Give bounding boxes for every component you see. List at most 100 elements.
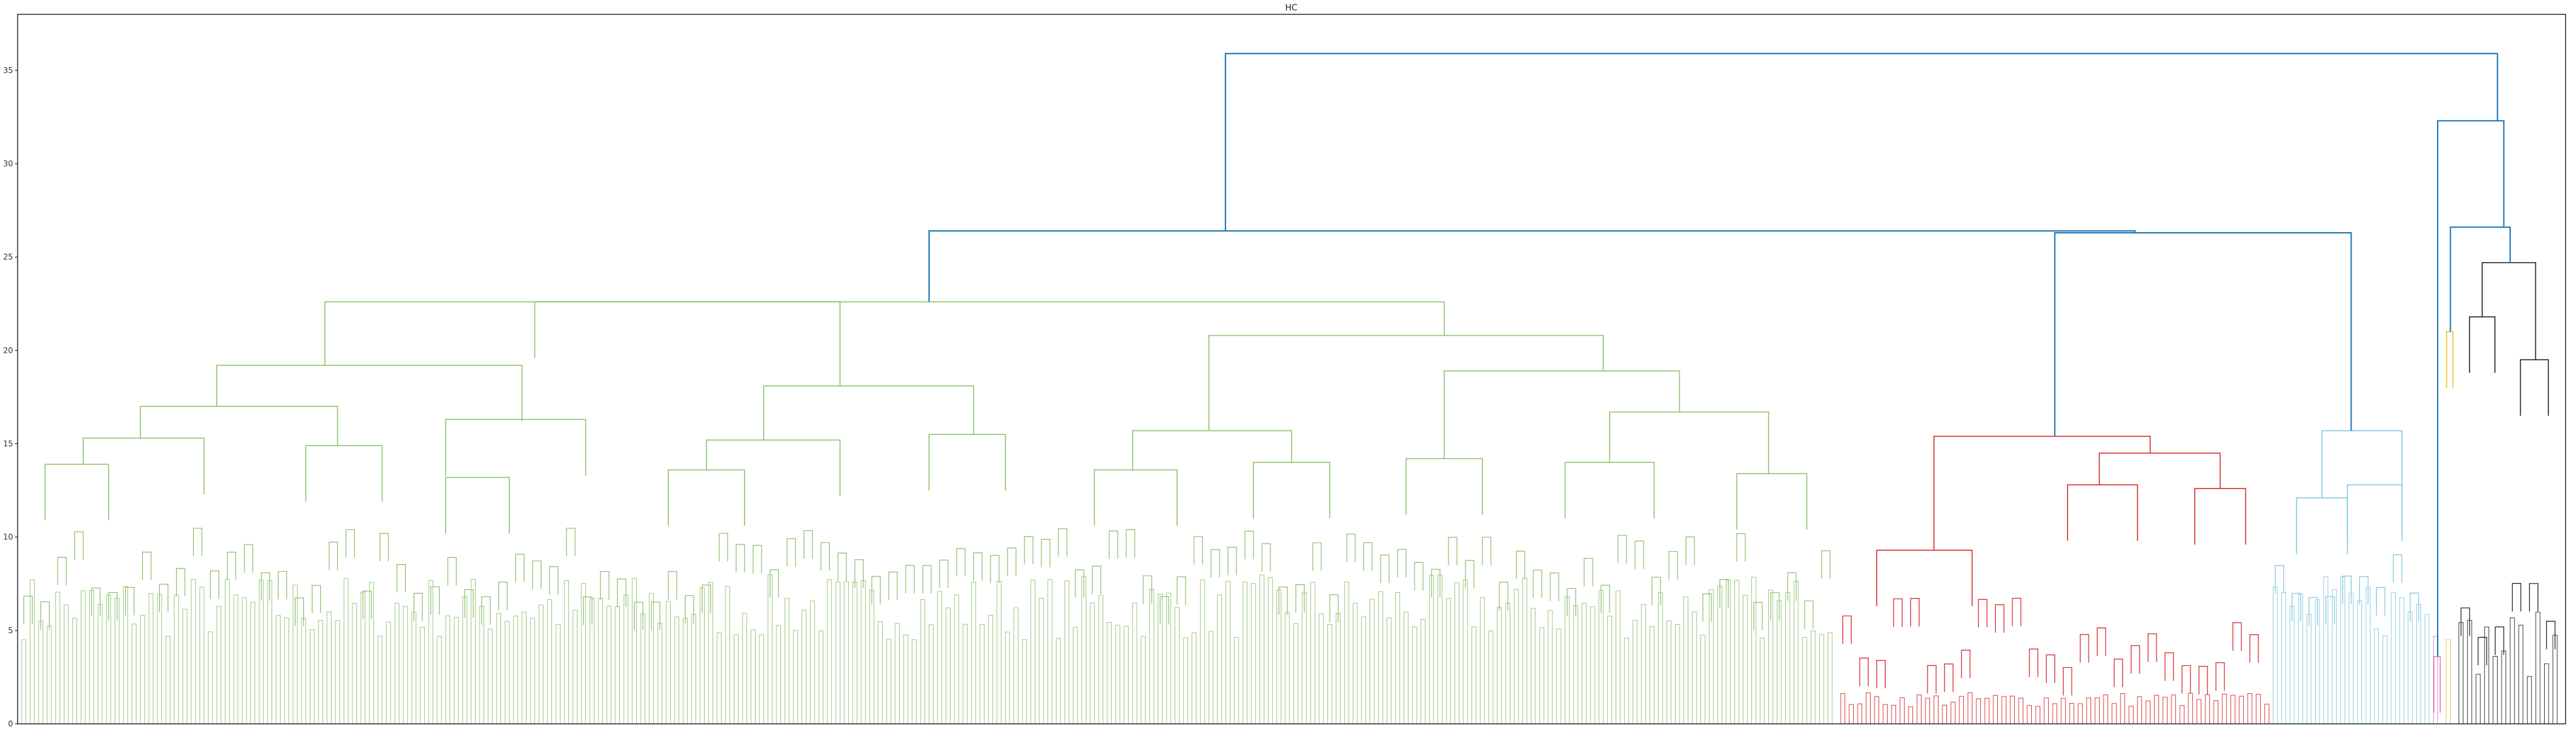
leaf-link [191,579,196,724]
leaf-link [776,625,781,724]
leaf-link [504,621,510,724]
branch-link [1092,565,1101,595]
branch-link [1550,573,1559,601]
merge-link [2346,484,2403,541]
leaf-link [2145,700,2151,724]
branch-link [1584,558,1593,587]
leaf-link [2018,698,2023,724]
leaf-link [2239,696,2244,724]
leaf-link [979,624,985,724]
leaf-link [2222,693,2227,724]
branch-link [803,530,813,559]
leaf-link [1149,589,1154,724]
leaf-link [2348,593,2354,724]
y-tick-label: 5 [8,626,13,635]
branch-link [1075,569,1084,598]
leaf-link [2535,612,2541,724]
branch-link [651,601,660,631]
leaf-link [428,580,434,724]
branch-link [74,531,84,560]
merge-link [216,365,523,422]
branch-link [1859,657,1869,687]
leaf-link [581,583,587,724]
leaf-link [2128,706,2134,724]
branch-link [1380,554,1390,584]
branch-link [2376,587,2385,616]
merge-link [2194,488,2246,545]
leaf-link [2290,606,2295,724]
cluster-subtree [2446,639,2451,724]
leaf-link [1268,577,1273,724]
leaf-link [1141,636,1146,724]
leaf-link [377,635,383,724]
leaf-link [216,606,222,724]
branch-link [328,541,338,571]
cluster-subtree [2459,583,2558,724]
leaf-link [2374,628,2379,724]
leaf-link [2492,656,2498,724]
branch-link [1685,536,1695,565]
branch-link [2232,622,2242,651]
branch-link [192,528,203,557]
leaf-link [572,609,578,724]
merge-link [2433,656,2441,713]
leaf-link [971,582,976,724]
leaf-link [1624,638,1629,724]
leaf-link [2205,694,2210,724]
leaf-link [1022,639,1027,724]
leaf-link [1471,626,1477,724]
merge-link [1253,462,1330,519]
leaf-link [615,606,621,724]
branch-link [2062,666,2072,696]
branch-link [57,557,67,586]
leaf-link [1293,623,1298,724]
leaf-link [157,593,162,724]
branch-link [91,588,101,616]
leaf-link [496,613,502,724]
leaf-link [2446,639,2451,724]
leaf-link [1531,608,1536,724]
merge-link [1933,436,2151,550]
leaf-link [920,599,925,724]
leaf-link [632,578,637,724]
branch-link [40,601,50,630]
branch-link [1363,542,1373,571]
leaf-link [784,598,790,724]
leaf-link [1984,698,1989,724]
branch-link [481,596,491,625]
leaf-link [2357,600,2363,724]
leaf-link [80,590,86,724]
branch-link [1024,535,1034,565]
leaf-link [2078,703,2083,724]
merge-link [1564,462,1655,519]
leaf-link [1641,604,1646,724]
leaf-link [1158,593,1163,724]
leaf-link [241,597,247,724]
leaf-link [674,616,679,724]
leaf-link [1819,634,1824,724]
leaf-link [1675,624,1680,724]
leaf-link [309,629,315,724]
leaf-link [1865,693,1871,724]
leaf-link [2162,696,2168,724]
branch-link [464,589,474,618]
branch-link [973,552,983,581]
merge-link [2481,262,2536,360]
leaf-link [733,634,739,724]
branch-link [362,590,372,619]
branch-link [735,544,745,573]
leaf-link [72,618,78,724]
branch-link [718,533,728,562]
branch-link [311,584,321,614]
leaf-link [1200,579,1205,724]
branch-link [142,552,152,580]
leaf-link [750,629,756,724]
branch-link [600,571,609,600]
y-axis: 0 5 10 15 20 25 30 35 [3,66,18,728]
leaf-link [29,579,35,724]
leaf-link [2476,674,2481,724]
leaf-link [487,629,493,724]
branch-link [2511,583,2522,612]
merge-link [2437,120,2505,657]
leaf-link [207,631,213,724]
